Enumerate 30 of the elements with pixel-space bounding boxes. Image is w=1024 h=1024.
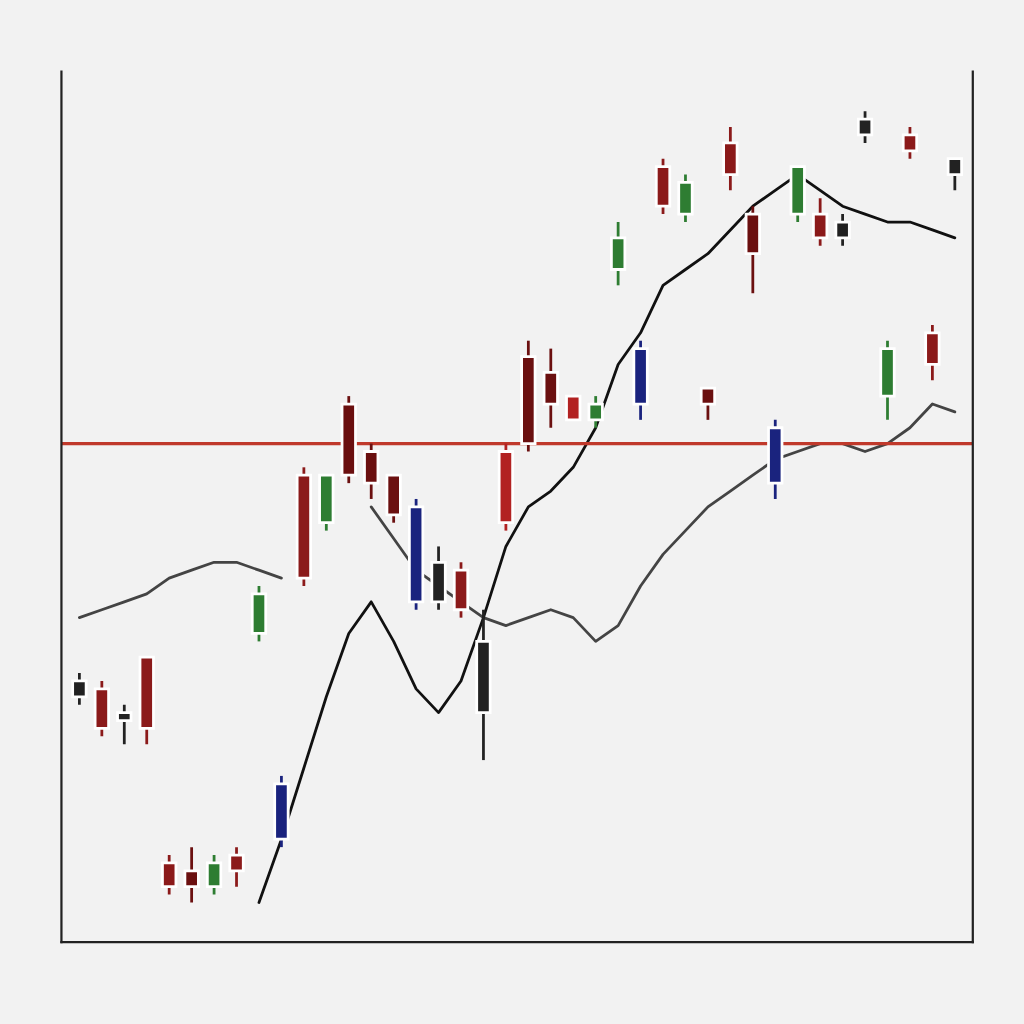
candlestick	[856, 109, 874, 145]
candlestick	[610, 220, 627, 287]
candlestick	[677, 173, 694, 224]
candlestick	[93, 679, 110, 738]
candlestick	[901, 125, 919, 161]
candlestick	[161, 853, 178, 896]
candlestick	[452, 560, 470, 620]
candlestick	[385, 473, 402, 525]
candlestick	[834, 212, 851, 248]
candlestick	[789, 165, 806, 224]
candlestick	[430, 545, 447, 612]
candlestick	[116, 703, 133, 746]
candlestick	[924, 323, 941, 382]
candlestick	[699, 386, 717, 422]
candlestick	[71, 671, 88, 707]
candlestick	[744, 204, 761, 295]
candlestick	[946, 157, 963, 192]
candlestick	[228, 845, 245, 889]
candlestick	[205, 853, 223, 896]
candlestick	[587, 394, 604, 430]
candlestick	[812, 196, 829, 248]
candlestick	[654, 157, 672, 216]
candlestick	[542, 347, 559, 430]
candlestick	[879, 339, 896, 422]
candlestick	[318, 473, 335, 533]
candlestick	[565, 394, 582, 422]
candlestick	[722, 125, 739, 192]
candlestick	[363, 442, 380, 501]
candlestick	[250, 584, 268, 643]
candlestick	[183, 845, 200, 904]
